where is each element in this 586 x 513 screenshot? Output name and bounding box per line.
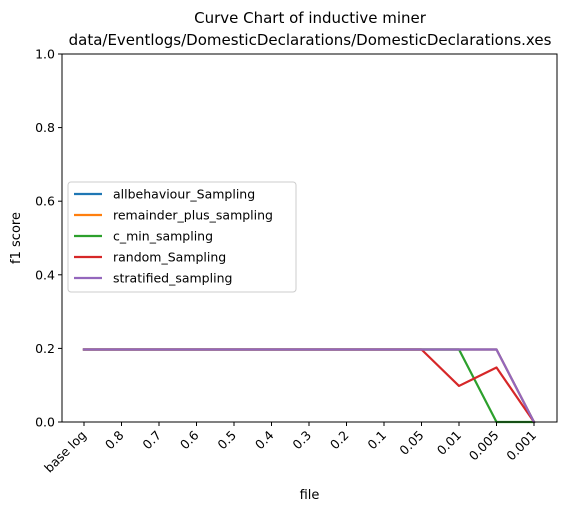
y-axis-ticks: 0.0 0.2 0.4 0.6 0.8 1.0 [35, 47, 62, 430]
x-axis-ticks: base log 0.8 0.7 0.6 0.5 0.4 0.3 0.2 0.1 0.05 0.01… [41, 422, 539, 475]
series-line-remainder_plus_sampling [82, 348, 536, 424]
y-tick-label: 0.4 [35, 267, 55, 282]
y-tick-label: 1.0 [35, 47, 55, 62]
legend-entry: stratified_sampling [113, 271, 232, 286]
x-tick-label: 0.01 [434, 428, 464, 458]
chart-subtitle: data/Eventlogs/DomesticDeclarations/Dome… [69, 31, 552, 49]
legend-entry: allbehaviour_Sampling [113, 187, 255, 202]
plot-lines [82, 348, 536, 424]
legend-entry: c_min_sampling [113, 229, 213, 244]
series-line-stratified_sampling [82, 348, 536, 424]
legend-entry: remainder_plus_sampling [113, 208, 273, 223]
x-tick-label: 0.8 [102, 427, 127, 452]
x-tick-label: 0.5 [214, 428, 239, 453]
x-tick-label: 0.005 [466, 428, 502, 464]
x-tick-label: 0.001 [503, 428, 539, 464]
y-tick-label: 0.8 [35, 120, 55, 135]
x-tick-label: 0.05 [396, 428, 426, 458]
legend: allbehaviour_Sampling remainder_plus_samp… [67, 181, 297, 293]
y-tick-label: 0.6 [35, 194, 55, 209]
x-tick-label: 0.4 [252, 427, 277, 452]
x-tick-label: 0.7 [139, 428, 164, 453]
legend-entry: random_Sampling [113, 250, 226, 265]
legend-frame [67, 181, 297, 293]
series-line-random_Sampling [82, 348, 536, 424]
x-tick-label: 0.1 [364, 428, 389, 453]
y-tick-label: 0.0 [35, 415, 55, 430]
chart-title: Curve Chart of inductive miner [194, 9, 427, 27]
x-tick-label: base log [41, 428, 89, 476]
x-tick-label: 0.3 [289, 428, 314, 453]
y-tick-label: 0.2 [35, 341, 55, 356]
y-axis-label: f1 score [9, 212, 24, 264]
x-tick-label: 0.2 [327, 428, 352, 453]
series-line-allbehaviour_Sampling [82, 348, 536, 424]
x-tick-label: 0.6 [177, 427, 202, 452]
x-axis-label: file [300, 488, 320, 503]
series-line-c_min_sampling [82, 348, 536, 424]
plot-area-frame [61, 53, 558, 423]
